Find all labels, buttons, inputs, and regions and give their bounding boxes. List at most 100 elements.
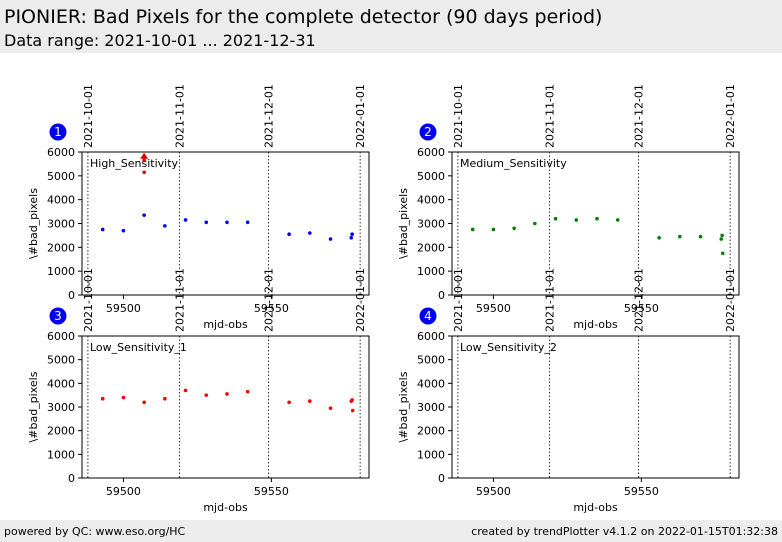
data-point xyxy=(100,396,105,401)
data-point xyxy=(350,398,354,402)
y-tick-label: 5000 xyxy=(47,170,75,183)
y-tick-label: 5000 xyxy=(417,170,445,183)
footer-created-by: created by trendPlotter v4.1.2 on 2022-0… xyxy=(471,525,778,538)
y-tick-label: 1000 xyxy=(417,265,445,278)
y-tick-label: 0 xyxy=(68,289,75,302)
data-point xyxy=(121,395,126,400)
data-point xyxy=(163,396,167,401)
data-point xyxy=(349,236,354,240)
data-point xyxy=(533,221,537,226)
panel-label: High_Sensitivity xyxy=(90,157,179,170)
x-tick-label: 59550 xyxy=(624,485,659,498)
date-label: 2021-10-01 xyxy=(82,268,95,332)
plot-frame xyxy=(81,151,370,296)
y-tick-label: 3000 xyxy=(47,218,75,231)
date-label: 2021-10-01 xyxy=(82,84,95,148)
page-title: PIONIER: Bad Pixels for the complete det… xyxy=(4,6,603,28)
y-tick-label: 6000 xyxy=(47,330,75,343)
panel-badge xyxy=(419,307,437,325)
y-tick-label: 2000 xyxy=(47,425,75,438)
data-point xyxy=(698,234,703,239)
panel-number: 3 xyxy=(54,309,62,323)
date-label: 2021-12-01 xyxy=(262,84,275,148)
data-point xyxy=(142,213,146,217)
data-point xyxy=(100,227,105,232)
data-point xyxy=(470,227,475,232)
y-axis-label: \#bad_pixels xyxy=(27,188,40,259)
x-tick-label: 59500 xyxy=(106,485,141,498)
panel-badge xyxy=(49,123,67,141)
y-tick-label: 6000 xyxy=(417,146,445,159)
plot-frame xyxy=(451,335,740,479)
panel-number: 4 xyxy=(424,309,432,323)
data-point xyxy=(183,218,188,222)
data-point xyxy=(225,220,229,225)
date-label: 2021-12-01 xyxy=(632,84,645,148)
date-label: 2022-01-01 xyxy=(724,268,737,332)
date-label: 2021-11-01 xyxy=(544,84,557,148)
header-bar: PIONIER: Bad Pixels for the complete det… xyxy=(0,0,782,53)
date-label: 2021-10-01 xyxy=(452,268,465,332)
panel-badge xyxy=(49,307,67,325)
data-point xyxy=(574,218,579,222)
y-tick-label: 4000 xyxy=(417,377,445,390)
x-axis-label: mjd-obs xyxy=(573,501,618,514)
date-label: 2022-01-01 xyxy=(724,84,737,148)
y-tick-label: 3000 xyxy=(47,401,75,414)
date-label: 2021-12-01 xyxy=(632,268,645,332)
data-point xyxy=(491,227,496,232)
data-point xyxy=(595,216,599,221)
y-tick-label: 0 xyxy=(68,472,75,485)
date-label: 2021-11-01 xyxy=(174,268,187,332)
x-tick-label: 59500 xyxy=(106,302,141,315)
data-point xyxy=(720,233,724,238)
y-tick-label: 5000 xyxy=(417,354,445,367)
y-tick-label: 6000 xyxy=(47,146,75,159)
data-point xyxy=(225,392,229,396)
data-point xyxy=(142,400,146,405)
x-axis-label: mjd-obs xyxy=(203,501,248,514)
panel-number: 2 xyxy=(424,125,432,139)
data-point xyxy=(204,393,209,397)
data-point xyxy=(657,236,661,240)
data-point xyxy=(553,216,558,221)
outlier-point xyxy=(142,158,146,163)
data-point xyxy=(121,228,126,233)
data-point xyxy=(512,226,516,231)
y-tick-label: 4000 xyxy=(47,377,75,390)
panel-badge xyxy=(419,123,437,141)
y-tick-label: 3000 xyxy=(417,401,445,414)
y-tick-label: 1000 xyxy=(47,448,75,461)
plot-frame xyxy=(81,335,370,479)
panel-label: Low_Sensitivity_1 xyxy=(90,341,187,354)
data-point xyxy=(183,388,188,393)
date-label: 2021-10-01 xyxy=(452,84,465,148)
data-point xyxy=(328,237,333,241)
panel-label: Medium_Sensitivity xyxy=(460,157,567,170)
x-tick-label: 59550 xyxy=(624,302,659,315)
y-tick-label: 2000 xyxy=(417,425,445,438)
data-point xyxy=(719,237,724,241)
footer-powered-by: powered by QC: www.eso.org/HC xyxy=(4,525,186,538)
data-point xyxy=(720,251,725,256)
y-tick-label: 0 xyxy=(438,289,445,302)
data-point xyxy=(245,389,250,394)
panel-label: Low_Sensitivity_2 xyxy=(460,341,557,354)
data-point xyxy=(678,234,682,239)
y-tick-label: 2000 xyxy=(417,241,445,254)
data-point xyxy=(163,224,167,228)
y-tick-label: 0 xyxy=(438,472,445,485)
x-tick-label: 59550 xyxy=(254,485,289,498)
y-tick-label: 1000 xyxy=(417,448,445,461)
y-tick-label: 1000 xyxy=(47,265,75,278)
y-tick-label: 3000 xyxy=(417,218,445,231)
x-tick-label: 59550 xyxy=(254,302,289,315)
data-point xyxy=(328,406,333,410)
x-axis-label: mjd-obs xyxy=(203,318,248,331)
data-point xyxy=(308,231,312,235)
y-axis-label: \#bad_pixels xyxy=(397,371,410,442)
y-tick-label: 5000 xyxy=(47,354,75,367)
date-label: 2021-11-01 xyxy=(544,268,557,332)
y-tick-label: 4000 xyxy=(47,194,75,207)
